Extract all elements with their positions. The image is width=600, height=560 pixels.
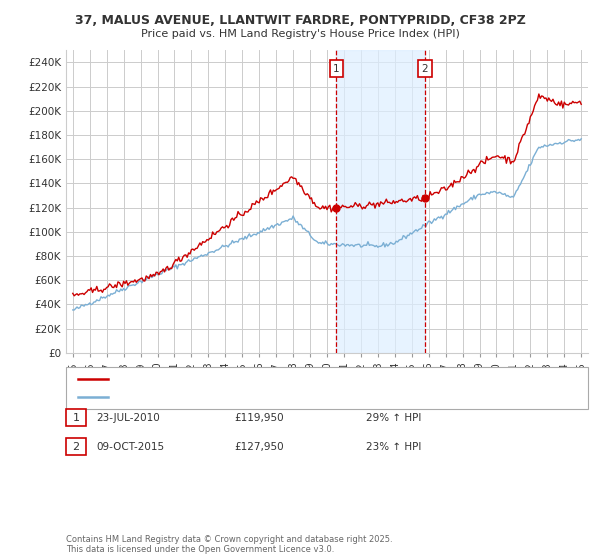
- Text: 2: 2: [73, 442, 79, 452]
- Text: 37, MALUS AVENUE, LLANTWIT FARDRE, PONTYPRIDD, CF38 2PZ (semi-detached house): 37, MALUS AVENUE, LLANTWIT FARDRE, PONTY…: [114, 374, 509, 383]
- Text: 23% ↑ HPI: 23% ↑ HPI: [366, 442, 421, 452]
- Text: Contains HM Land Registry data © Crown copyright and database right 2025.
This d: Contains HM Land Registry data © Crown c…: [66, 535, 392, 554]
- Text: £119,950: £119,950: [234, 413, 284, 423]
- Text: 2: 2: [421, 63, 428, 73]
- Text: £127,950: £127,950: [234, 442, 284, 452]
- Text: 1: 1: [333, 63, 340, 73]
- Bar: [337, 50, 425, 353]
- Text: 09-OCT-2015: 09-OCT-2015: [96, 442, 164, 452]
- Text: 37, MALUS AVENUE, LLANTWIT FARDRE, PONTYPRIDD, CF38 2PZ: 37, MALUS AVENUE, LLANTWIT FARDRE, PONTY…: [74, 14, 526, 27]
- Text: 29% ↑ HPI: 29% ↑ HPI: [366, 413, 421, 423]
- Text: HPI: Average price, semi-detached house, Rhondda Cynon Taf: HPI: Average price, semi-detached house,…: [114, 393, 394, 402]
- Text: 1: 1: [73, 413, 79, 423]
- Text: Price paid vs. HM Land Registry's House Price Index (HPI): Price paid vs. HM Land Registry's House …: [140, 29, 460, 39]
- Text: 23-JUL-2010: 23-JUL-2010: [96, 413, 160, 423]
